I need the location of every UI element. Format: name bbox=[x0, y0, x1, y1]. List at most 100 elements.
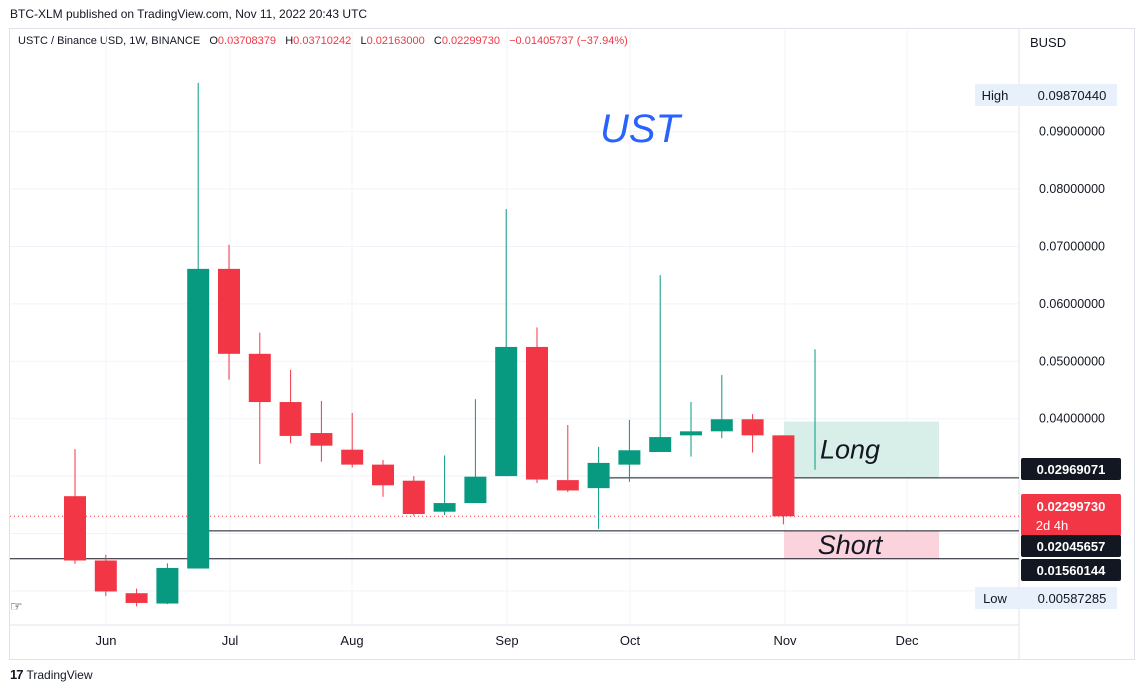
x-tick-label: Nov bbox=[773, 633, 797, 648]
low-badge-bg bbox=[975, 587, 1117, 609]
candle bbox=[526, 327, 548, 483]
candle-body bbox=[372, 464, 394, 486]
candle bbox=[156, 563, 179, 605]
candle-body bbox=[618, 450, 641, 465]
candle bbox=[372, 460, 394, 497]
open-label: O bbox=[209, 35, 218, 47]
chart-frame bbox=[9, 28, 1135, 660]
price-label-bg bbox=[1021, 494, 1121, 536]
candle bbox=[310, 400, 333, 462]
close-value: 0.02299730 bbox=[441, 35, 500, 47]
footer: 17 TradingView bbox=[10, 667, 93, 682]
candle-body bbox=[495, 346, 518, 477]
candle bbox=[741, 414, 764, 453]
candle bbox=[248, 332, 271, 465]
price-label-text: 0.02969071 bbox=[1037, 462, 1106, 477]
change-value: −0.01405737 (−37.94%) bbox=[509, 35, 628, 47]
candle-body bbox=[649, 437, 672, 452]
price-axis-label: 0.02969071 bbox=[1021, 458, 1121, 480]
y-tick-label: 0.06000000 bbox=[1039, 297, 1105, 311]
candle bbox=[279, 369, 302, 444]
candle-body bbox=[341, 449, 364, 465]
candle-body bbox=[526, 346, 548, 480]
x-tick-label: Jul bbox=[222, 633, 239, 648]
candle bbox=[618, 419, 641, 482]
x-tick-label: Sep bbox=[495, 633, 518, 648]
candle-body bbox=[279, 402, 302, 436]
price-label-text: 0.02045657 bbox=[1037, 539, 1106, 554]
candle-body bbox=[187, 268, 210, 569]
chart-title: UST bbox=[600, 107, 683, 151]
x-tick-label: Dec bbox=[895, 633, 919, 648]
low-badge-value: 0.00587285 bbox=[1038, 591, 1107, 606]
candle bbox=[94, 554, 117, 597]
candle-body bbox=[64, 496, 86, 561]
zone-long bbox=[784, 421, 939, 478]
candle-body bbox=[125, 593, 148, 603]
candle-body bbox=[464, 476, 487, 504]
low-value: 0.02163000 bbox=[366, 35, 425, 47]
high-badge-value: 0.09870440 bbox=[1038, 88, 1107, 103]
y-tick-label: 0.08000000 bbox=[1039, 182, 1105, 196]
ohlc-legend: USTC / Binance USD, 1W, BINANCE O0.03708… bbox=[18, 35, 628, 47]
candle bbox=[433, 455, 456, 516]
candle bbox=[187, 82, 210, 569]
y-tick-label: 0.04000000 bbox=[1039, 412, 1105, 426]
candle-body bbox=[248, 353, 271, 403]
y-tick-label: 0.07000000 bbox=[1039, 239, 1105, 253]
high-badge: High 0.09870440 bbox=[975, 84, 1117, 106]
price-axis-label: 0.01560144 bbox=[1021, 559, 1121, 581]
symbol-label: USTC / Binance USD, 1W, BINANCE bbox=[18, 35, 201, 47]
low-badge: Low 0.00587285 bbox=[975, 587, 1117, 609]
low-label: L bbox=[360, 35, 367, 47]
candle-body bbox=[772, 435, 795, 517]
price-label-text: 0.01560144 bbox=[1037, 563, 1106, 578]
high-badge-label: High bbox=[982, 88, 1009, 103]
candle-body bbox=[710, 419, 733, 432]
candle bbox=[341, 412, 364, 468]
high-value: 0.03710242 bbox=[293, 35, 352, 47]
candle-body bbox=[433, 503, 456, 512]
candle bbox=[125, 588, 148, 607]
y-tick-label: 0.05000000 bbox=[1039, 354, 1105, 368]
candle bbox=[587, 446, 610, 529]
zone-short bbox=[784, 531, 939, 559]
price-axis-label: 0.02045657 bbox=[1021, 535, 1121, 557]
price-axis-label: 0.02299730 2d 4h bbox=[1021, 494, 1121, 536]
low-badge-label: Low bbox=[983, 591, 1007, 606]
zone-label-short: Short bbox=[818, 530, 884, 560]
candle bbox=[772, 435, 795, 525]
candle bbox=[402, 476, 425, 516]
currency-label: BUSD bbox=[1030, 35, 1067, 50]
candle bbox=[649, 275, 672, 452]
price-label-bg bbox=[1021, 458, 1121, 480]
candle bbox=[680, 402, 702, 457]
high-label: H bbox=[285, 35, 294, 47]
countdown-label: 2d 4h bbox=[1036, 518, 1069, 533]
x-tick-label: Oct bbox=[620, 633, 641, 648]
x-tick-label: Aug bbox=[340, 633, 363, 648]
published-caption: BTC-XLM published on TradingView.com, No… bbox=[10, 7, 368, 21]
x-tick-label: Jun bbox=[96, 633, 117, 648]
candle-body bbox=[556, 480, 579, 491]
candle bbox=[556, 425, 579, 493]
price-label-text: 0.02299730 bbox=[1037, 499, 1106, 514]
candle-body bbox=[741, 419, 764, 436]
candle-body bbox=[218, 268, 240, 354]
tradingview-logo-icon: 17 bbox=[10, 667, 24, 682]
candle-body bbox=[587, 462, 610, 489]
hand-pointer-icon[interactable]: ☞ bbox=[10, 598, 23, 614]
candle-body bbox=[402, 480, 425, 514]
price-label-bg bbox=[1021, 535, 1121, 557]
candle bbox=[64, 449, 86, 564]
candle bbox=[710, 375, 733, 439]
footer-brand: TradingView bbox=[26, 667, 93, 682]
close-label: C bbox=[433, 35, 442, 47]
zone-label-long: Long bbox=[820, 435, 880, 465]
open-value: 0.03708379 bbox=[217, 35, 277, 47]
candle bbox=[464, 399, 487, 504]
candle bbox=[495, 209, 518, 477]
high-badge-bg bbox=[975, 84, 1117, 106]
candle-body bbox=[310, 433, 333, 446]
